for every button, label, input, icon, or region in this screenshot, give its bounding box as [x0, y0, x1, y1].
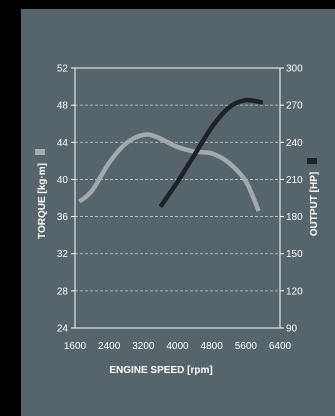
left-axis-title: TORQUE [kg·m] [37, 163, 48, 239]
left-tick-label: 24 [57, 324, 69, 335]
output-legend-swatch [307, 158, 317, 164]
left-tick-label: 44 [57, 138, 69, 149]
right-tick-label: 90 [286, 324, 298, 335]
x-tick-label: 4000 [166, 341, 189, 352]
x-axis-title: ENGINE SPEED [rpm] [109, 365, 212, 376]
left-tick-label: 52 [57, 64, 69, 75]
axes [71, 67, 284, 329]
x-tick-label: 4800 [201, 341, 224, 352]
x-tick-label: 5600 [235, 341, 258, 352]
x-tick-label: 1600 [64, 341, 87, 352]
torque-legend-swatch [35, 149, 45, 155]
x-tick-label: 6400 [269, 341, 292, 352]
left-axis-title-group: TORQUE [kg·m] [35, 149, 48, 239]
x-tick-label: 2400 [98, 341, 121, 352]
tick-labels: 24 28 32 36 40 44 48 52 90 120 150 180 210 240 270 300 1… [57, 64, 303, 353]
chart: 24 28 32 36 40 44 48 52 90 120 150 180 210 240 270 300 1… [35, 64, 320, 376]
grid-lines [75, 104, 280, 292]
chart-panel: 24 28 32 36 40 44 48 52 90 120 150 180 210 240 270 300 1… [21, 9, 335, 416]
series-lines [77, 97, 264, 212]
x-tick-label: 3200 [132, 341, 155, 352]
right-tick-label: 210 [286, 175, 303, 186]
output-curve [158, 97, 264, 208]
right-tick-label: 300 [286, 64, 303, 75]
torque-curve [77, 132, 261, 212]
right-tick-label: 120 [286, 286, 303, 297]
right-tick-label: 270 [286, 101, 303, 112]
left-tick-label: 40 [57, 175, 69, 186]
left-tick-label: 28 [57, 286, 69, 297]
left-tick-label: 36 [57, 212, 69, 223]
right-tick-label: 240 [286, 138, 303, 149]
left-tick-label: 48 [57, 101, 69, 112]
right-tick-label: 180 [286, 212, 303, 223]
left-tick-label: 32 [57, 249, 69, 260]
right-axis-title: OUTPUT [HP] [309, 172, 320, 236]
right-tick-label: 150 [286, 249, 303, 260]
right-axis-title-group: OUTPUT [HP] [307, 158, 320, 236]
